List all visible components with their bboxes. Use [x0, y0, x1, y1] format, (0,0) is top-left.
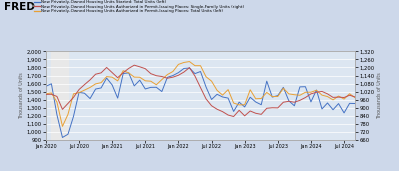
Text: FRED: FRED [4, 2, 35, 12]
Bar [51, 51, 68, 140]
Y-axis label: Thousands of Units: Thousands of Units [19, 72, 24, 119]
Y-axis label: Thousands of Units: Thousands of Units [377, 72, 382, 119]
Text: ↘: ↘ [29, 2, 35, 8]
Legend: New Privately-Owned Housing Units Started: Total Units (left), New Privately-Own: New Privately-Owned Housing Units Starte… [34, 0, 245, 13]
